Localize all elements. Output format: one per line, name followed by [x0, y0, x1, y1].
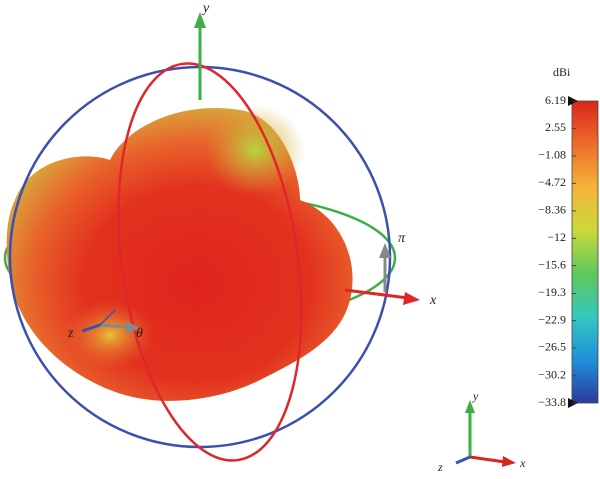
- colorbar-tick-label: −22.9: [538, 312, 566, 326]
- colorbar-label: dBi: [553, 65, 571, 79]
- arrow: [465, 400, 475, 413]
- colorbar-tick-label: 2.55: [545, 120, 566, 134]
- colorbar-tick-label: −15.6: [538, 257, 566, 271]
- arrow: [379, 243, 391, 258]
- colorbar: [571, 100, 599, 404]
- red-ring: [117, 62, 303, 462]
- colorbar-tick-label: −26.5: [538, 340, 566, 354]
- axis-label: y: [201, 1, 210, 16]
- z-axis: [81, 323, 101, 333]
- colorbar-tick-label: −19.3: [538, 285, 566, 299]
- triad-label: z: [437, 460, 443, 474]
- triad-x: [469, 455, 506, 464]
- colorbar-tick-label: −1.08: [538, 148, 566, 162]
- triad-label: x: [519, 456, 526, 470]
- triad-label: y: [472, 389, 479, 403]
- axis-label: x: [429, 293, 437, 308]
- pattern-shade: [65, 300, 155, 370]
- colorbar-tick-label: −12: [547, 230, 566, 244]
- x-axis: [344, 288, 409, 300]
- axis-label: θ: [136, 326, 143, 341]
- colorbar-tick-label: 6.19: [545, 93, 566, 107]
- axis-label: z: [67, 326, 74, 341]
- colorbar-tick-label: −33.8: [538, 395, 566, 409]
- arrow: [502, 456, 516, 467]
- axis-stub: [99, 309, 116, 326]
- colorbar-tick-label: −30.2: [538, 368, 566, 382]
- axis-label: π: [398, 231, 406, 246]
- arrow: [126, 321, 140, 334]
- colorbar-tick-label: −4.72: [538, 175, 566, 189]
- arrow: [194, 12, 206, 28]
- theta-axis: [99, 323, 129, 329]
- colorbar-tick-label: −8.36: [538, 203, 566, 217]
- arrow: [403, 292, 420, 305]
- triad-z: [455, 455, 471, 465]
